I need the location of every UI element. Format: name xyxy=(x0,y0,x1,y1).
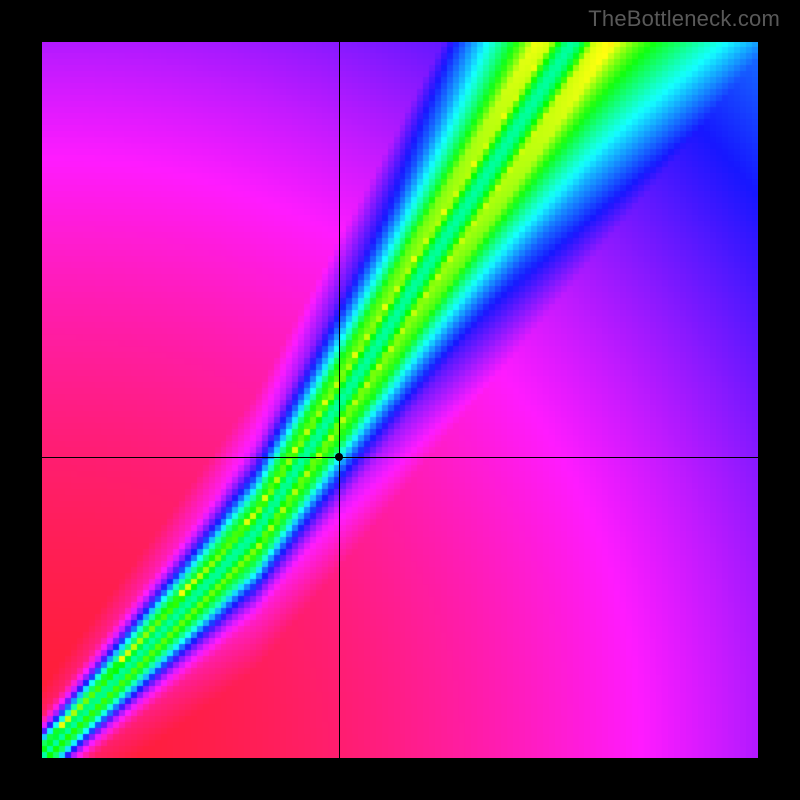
watermark-text: TheBottleneck.com xyxy=(588,6,780,32)
crosshair-vertical xyxy=(339,42,340,758)
stage: TheBottleneck.com xyxy=(0,0,800,800)
crosshair-marker-dot xyxy=(335,453,343,461)
heatmap-canvas xyxy=(42,42,758,758)
heatmap-plot xyxy=(42,42,758,758)
crosshair-horizontal xyxy=(42,457,758,458)
